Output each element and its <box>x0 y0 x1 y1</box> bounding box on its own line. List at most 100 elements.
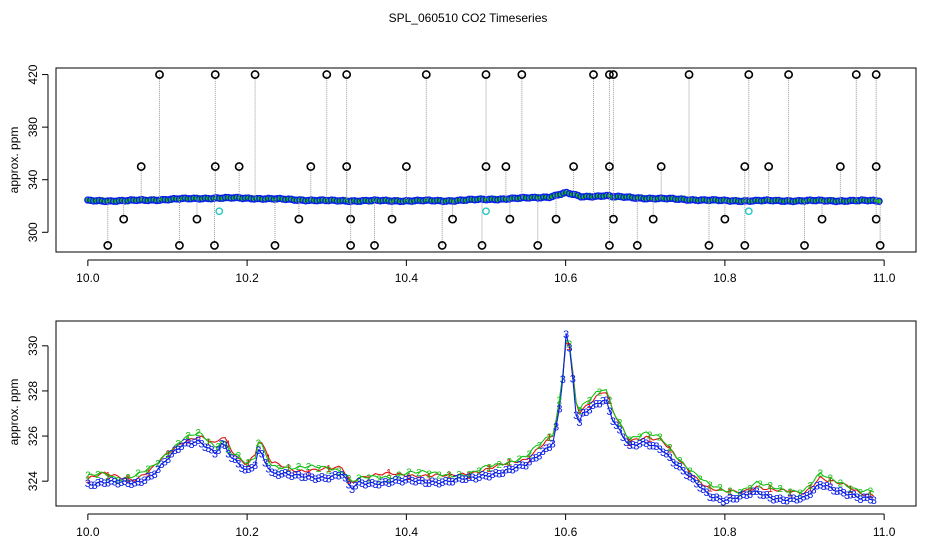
series-2-marker: 2 <box>737 488 743 499</box>
series-2-marker: 2 <box>647 431 653 442</box>
series-3-marker: 3 <box>760 490 766 502</box>
series-3-marker: 3 <box>362 479 368 491</box>
outlier-point <box>342 70 352 79</box>
series-1-marker: 1 <box>406 472 412 483</box>
flag-point <box>215 207 224 216</box>
series-2-marker: 2 <box>416 468 422 479</box>
series-3-marker: 3 <box>513 462 519 474</box>
plot-frame-bottom <box>55 320 917 507</box>
outlier-point <box>477 241 487 250</box>
series-1-marker: 1 <box>105 471 111 482</box>
series-2-marker: 2 <box>617 418 623 429</box>
series-3-marker: 3 <box>536 451 542 463</box>
series-2-marker: 2 <box>366 474 372 485</box>
outlier-point <box>401 162 411 171</box>
series-3-marker: 3 <box>336 470 342 482</box>
series-3-marker: 3 <box>590 400 596 412</box>
series-3-marker: 3 <box>212 448 218 460</box>
series-3-marker: 3 <box>349 484 355 496</box>
x-tick-label: 10.8 <box>713 525 737 539</box>
outlier-point <box>632 241 642 250</box>
series-2-marker: 2 <box>406 468 412 479</box>
series-3-marker: 3 <box>319 472 325 484</box>
series-2-marker: 2 <box>517 454 523 465</box>
series-3-marker: 3 <box>125 478 131 490</box>
series-3-marker: 3 <box>607 406 613 418</box>
series-1-marker: 1 <box>165 449 171 460</box>
series-3-marker: 3 <box>727 493 733 505</box>
outlier-point <box>875 241 885 250</box>
outlier-point <box>720 214 730 224</box>
series-3-marker: 3 <box>797 493 803 505</box>
plot-frame-top <box>55 67 917 253</box>
series-3-marker: 3 <box>573 410 579 422</box>
series-3-marker: 3 <box>600 396 606 408</box>
series-3-marker: 3 <box>269 467 275 479</box>
series-3-marker: 3 <box>540 446 546 458</box>
series-3-marker: 3 <box>633 440 639 452</box>
series-3-marker: 3 <box>382 477 388 489</box>
series-2-marker: 2 <box>316 464 322 475</box>
figure-title: SPL_060510 CO2 Timeseries <box>389 11 548 25</box>
series-3-marker: 3 <box>342 472 348 484</box>
series-3-marker: 3 <box>747 489 753 501</box>
series-3-marker: 3 <box>259 448 265 460</box>
series-3-marker: 3 <box>115 478 121 490</box>
series-3-marker: 3 <box>165 454 171 466</box>
series-3-marker: 3 <box>811 484 817 496</box>
series-3-marker: 3 <box>780 495 786 507</box>
series-3-marker: 3 <box>272 468 278 480</box>
series-1-marker: 1 <box>547 433 553 444</box>
series-2-marker: 2 <box>506 457 512 468</box>
series-3-marker: 3 <box>750 486 756 498</box>
series-3-marker: 3 <box>704 487 710 499</box>
series-2-marker: 2 <box>697 474 703 485</box>
series-3-marker: 3 <box>673 460 679 472</box>
series-2-marker: 2 <box>105 472 111 483</box>
series-3-marker: 3 <box>289 471 295 483</box>
series-3-marker: 3 <box>245 464 251 476</box>
series-3-marker: 3 <box>456 473 462 485</box>
series-3-marker: 3 <box>653 441 659 453</box>
series-2-marker: 2 <box>767 481 773 492</box>
series-3-marker: 3 <box>148 471 154 483</box>
outlier-point <box>871 70 881 79</box>
series-3-marker: 3 <box>596 398 602 410</box>
series-2-marker: 2 <box>727 486 733 497</box>
series-3-marker: 3 <box>831 485 837 497</box>
top-data-layer <box>84 70 885 250</box>
series-3-marker: 3 <box>466 472 472 484</box>
series-2-marker: 2 <box>797 489 803 500</box>
series-3-marker: 3 <box>406 474 412 486</box>
series-3-marker: 3 <box>175 444 181 456</box>
series-1-marker: 1 <box>727 488 733 499</box>
series-3-marker: 3 <box>737 491 743 503</box>
outlier-point <box>764 162 774 171</box>
outlier-point <box>684 70 694 79</box>
series-3-marker: 3 <box>510 464 516 476</box>
series-3-marker: 3 <box>449 476 455 488</box>
series-2-marker: 2 <box>155 459 161 470</box>
series-1-marker: 1 <box>85 475 91 486</box>
y-tick-label: 300 <box>26 222 40 242</box>
series-3-marker: 3 <box>102 478 108 490</box>
series-3-marker: 3 <box>312 474 318 486</box>
series-1-marker: 1 <box>205 438 211 449</box>
series-3-marker: 3 <box>225 448 231 460</box>
series-2-marker: 2 <box>757 480 763 491</box>
series-2-marker: 2 <box>567 340 573 351</box>
series-3-marker: 3 <box>239 463 245 475</box>
outlier-point <box>421 70 431 79</box>
bottom-x-axis: 10.0 10.2 10.4 10.6 10.8 11.0 <box>76 513 896 539</box>
top-x-axis: 10.0 10.2 10.4 10.6 10.8 11.0 <box>76 259 896 285</box>
series-3-marker: 3 <box>871 495 877 507</box>
series-3-marker: 3 <box>637 439 643 451</box>
series-2-marker: 2 <box>256 439 262 450</box>
series-3-marker: 3 <box>459 474 465 486</box>
series-2-marker: 2 <box>637 432 643 443</box>
series-2-marker: 2 <box>828 473 834 484</box>
x-tick-label: 10.4 <box>395 525 419 539</box>
bottom-y-axis-label: approx. ppm <box>7 379 21 446</box>
series-2-marker: 2 <box>707 480 713 491</box>
